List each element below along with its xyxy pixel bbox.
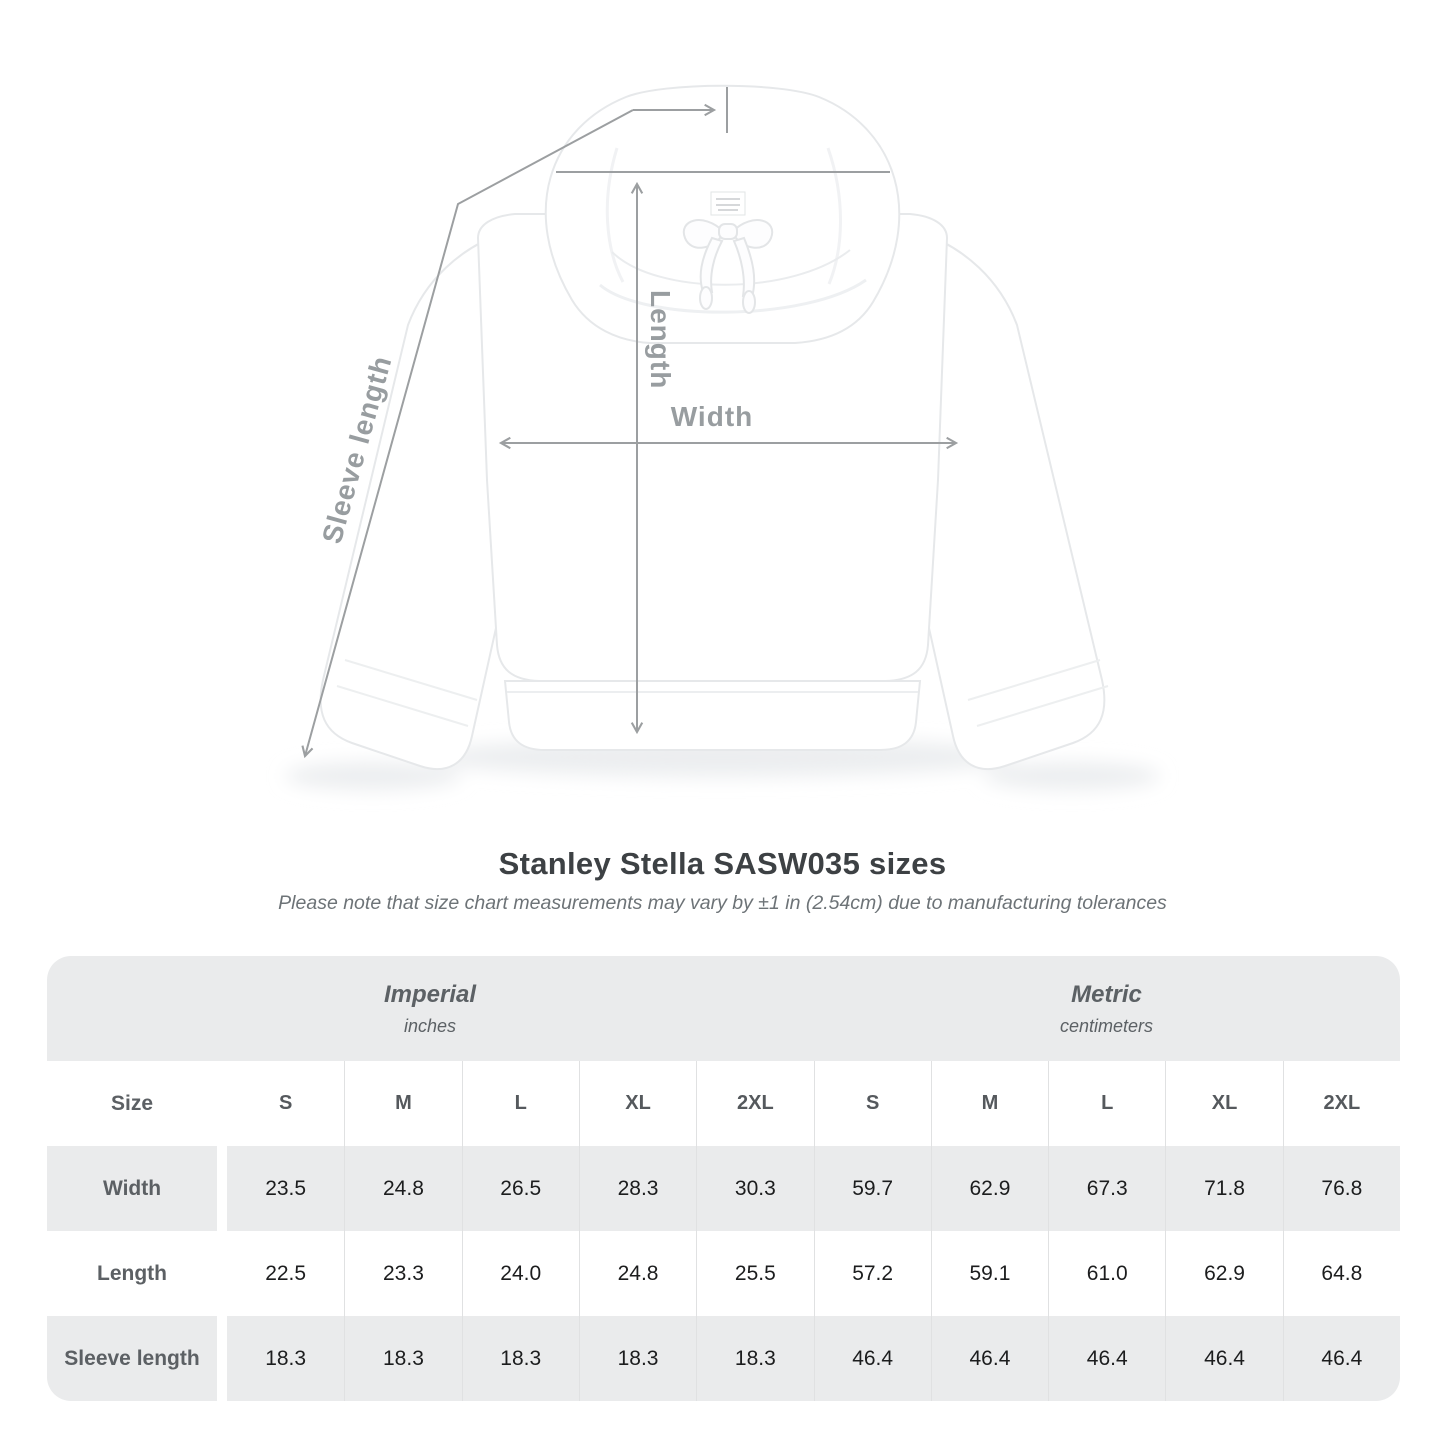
column-gap bbox=[217, 1316, 227, 1401]
size-table: Imperial inches Metric centimeters Size … bbox=[47, 956, 1400, 1401]
metric-header: Metric centimeters bbox=[813, 956, 1400, 1061]
value-cell: 46.4 bbox=[1282, 1316, 1400, 1401]
value-cell: 46.4 bbox=[1165, 1316, 1283, 1401]
metric-unit: centimeters bbox=[1059, 1015, 1154, 1036]
row-label: Length bbox=[97, 1261, 167, 1285]
column-gap bbox=[217, 1231, 227, 1316]
size-grid: Size S M L XL 2XL S M L XL 2XL Width 23.… bbox=[47, 1061, 1400, 1401]
value-cell: 24.8 bbox=[578, 1231, 696, 1316]
value-cell: 24.8 bbox=[344, 1146, 462, 1231]
value-cell: 18.3 bbox=[578, 1316, 697, 1401]
size-column-header: Size bbox=[110, 1091, 154, 1115]
value-cell: 25.5 bbox=[696, 1231, 813, 1316]
value-cell: 67.3 bbox=[1048, 1146, 1166, 1231]
size-header: XL bbox=[1165, 1061, 1282, 1146]
value-cell: 59.1 bbox=[930, 1231, 1048, 1316]
value-cell: 46.4 bbox=[813, 1316, 931, 1401]
size-header: S bbox=[813, 1061, 931, 1146]
value-cell: 76.8 bbox=[1282, 1146, 1400, 1231]
size-header: XL bbox=[578, 1061, 696, 1146]
row-label: Sleeve length bbox=[47, 1316, 217, 1401]
imperial-label: Imperial bbox=[383, 980, 477, 1008]
value-cell: 64.8 bbox=[1282, 1231, 1400, 1316]
value-cell: 18.3 bbox=[696, 1316, 814, 1401]
drawstring-bow bbox=[682, 219, 774, 314]
column-gap bbox=[217, 1146, 227, 1231]
size-header: L bbox=[1048, 1061, 1165, 1146]
value-cell: 61.0 bbox=[1048, 1231, 1165, 1316]
column-gap bbox=[217, 1061, 227, 1146]
size-header: 2XL bbox=[696, 1061, 813, 1146]
value-cell: 62.9 bbox=[1165, 1231, 1282, 1316]
imperial-unit: inches bbox=[403, 1015, 457, 1036]
value-cell: 23.5 bbox=[227, 1146, 345, 1231]
size-header: M bbox=[344, 1061, 461, 1146]
value-cell: 30.3 bbox=[696, 1146, 814, 1231]
page-title: Stanley Stella SASW035 sizes bbox=[498, 846, 947, 881]
value-cell: 26.5 bbox=[461, 1146, 579, 1231]
value-cell: 18.3 bbox=[344, 1316, 462, 1401]
value-cell: 62.9 bbox=[930, 1146, 1049, 1231]
value-cell: 71.8 bbox=[1165, 1146, 1283, 1231]
size-header: M bbox=[930, 1061, 1048, 1146]
size-header: S bbox=[278, 1092, 293, 1114]
value-cell: 57.2 bbox=[813, 1231, 931, 1316]
length-label: Length bbox=[645, 290, 676, 389]
value-cell: 59.7 bbox=[813, 1146, 931, 1231]
neck-label bbox=[710, 191, 746, 216]
imperial-header: Imperial inches bbox=[47, 956, 813, 1061]
page-subtitle: Please note that size chart measurements… bbox=[278, 892, 1167, 914]
hoodie-measurement-diagram: Width Length Sleeve length bbox=[285, 84, 1160, 790]
width-label: Width bbox=[671, 401, 754, 432]
value-cell: 22.5 bbox=[265, 1261, 307, 1285]
value-cell: 46.4 bbox=[930, 1316, 1049, 1401]
value-cell: 18.3 bbox=[461, 1316, 579, 1401]
heading-block: Stanley Stella SASW035 sizes Please note… bbox=[0, 846, 1445, 915]
value-cell: 23.3 bbox=[344, 1231, 461, 1316]
metric-label: Metric bbox=[1071, 980, 1142, 1008]
size-header: 2XL bbox=[1282, 1061, 1400, 1146]
sleeve-length-line bbox=[301, 109, 634, 759]
measurement-lines bbox=[301, 87, 959, 759]
value-cell: 28.3 bbox=[578, 1146, 697, 1231]
value-cell: 18.3 bbox=[227, 1316, 345, 1401]
row-label: Width bbox=[47, 1146, 217, 1231]
unit-band: Imperial inches Metric centimeters bbox=[47, 956, 1400, 1061]
value-cell: 46.4 bbox=[1048, 1316, 1166, 1401]
value-cell: 24.0 bbox=[461, 1231, 579, 1316]
size-header: L bbox=[461, 1061, 579, 1146]
